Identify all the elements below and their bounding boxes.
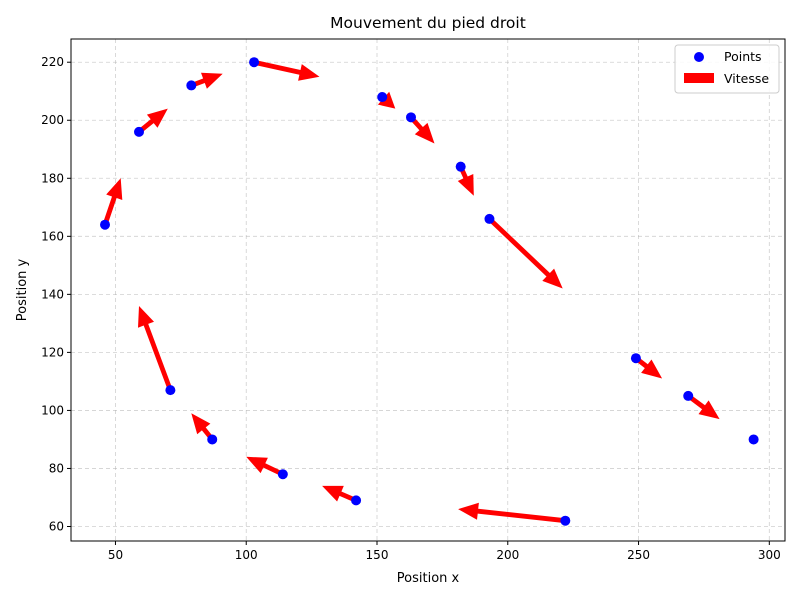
velocity-arrow (253, 59, 320, 81)
position-point (455, 161, 466, 172)
velocity-arrows (102, 59, 720, 524)
position-point (406, 112, 416, 123)
legend-vector-label: Vitesse (724, 71, 769, 86)
plot-frame (70, 38, 786, 542)
y-tick-label: 80 (49, 461, 64, 475)
axis-ticks: 50 100 150 200 250 300 60 80 100 120 140 160 180 200 2… (41, 55, 781, 562)
y-tick-label: 180 (41, 171, 64, 185)
velocity-arrow (102, 178, 123, 226)
y-tick-label: 160 (41, 229, 64, 243)
velocity-arrow (409, 115, 435, 144)
velocity-arrow (458, 502, 566, 524)
position-point (186, 80, 197, 91)
y-axis-title: Position y (15, 258, 30, 321)
position-points (100, 57, 759, 526)
position-point (207, 434, 218, 445)
position-point (484, 213, 495, 224)
y-tick-label: 60 (49, 519, 64, 533)
velocity-arrow (634, 356, 663, 379)
chart-title: Mouvement du pied droit (330, 14, 526, 32)
grid (71, 39, 785, 541)
velocity-arrow (377, 91, 396, 109)
velocity-arrow (191, 413, 215, 441)
velocity-arrow (487, 217, 563, 289)
position-point (377, 92, 388, 103)
position-point (249, 57, 260, 68)
position-point (277, 469, 288, 480)
position-point (630, 353, 641, 364)
position-point (165, 385, 176, 396)
legend: Points Vitesse (674, 44, 780, 94)
x-tick-label: 200 (496, 548, 519, 562)
x-tick-label: 300 (758, 548, 781, 562)
position-point (351, 495, 362, 506)
x-tick-label: 250 (627, 548, 650, 562)
legend-vector-marker (684, 73, 714, 83)
y-tick-label: 120 (41, 345, 64, 359)
velocity-arrow (246, 456, 284, 477)
velocity-arrow (190, 72, 223, 89)
legend-points-label: Points (724, 49, 762, 64)
y-tick-label: 140 (41, 287, 64, 301)
x-tick-label: 150 (366, 548, 389, 562)
velocity-arrow (457, 165, 474, 196)
velocity-arrow (138, 306, 173, 391)
x-tick-label: 100 (235, 548, 258, 562)
velocity-arrow (322, 485, 357, 503)
position-point (683, 390, 694, 401)
position-point (100, 219, 110, 230)
y-tick-label: 100 (41, 403, 64, 417)
velocity-arrow (137, 108, 168, 134)
x-tick-label: 50 (108, 548, 123, 562)
position-point (748, 434, 759, 445)
position-point (134, 126, 144, 137)
legend-points-marker (694, 52, 704, 62)
y-tick-label: 200 (41, 113, 64, 127)
position-point (560, 515, 571, 526)
x-axis-title: Position x (397, 571, 460, 586)
y-tick-label: 220 (41, 55, 64, 69)
velocity-arrow (686, 394, 720, 420)
